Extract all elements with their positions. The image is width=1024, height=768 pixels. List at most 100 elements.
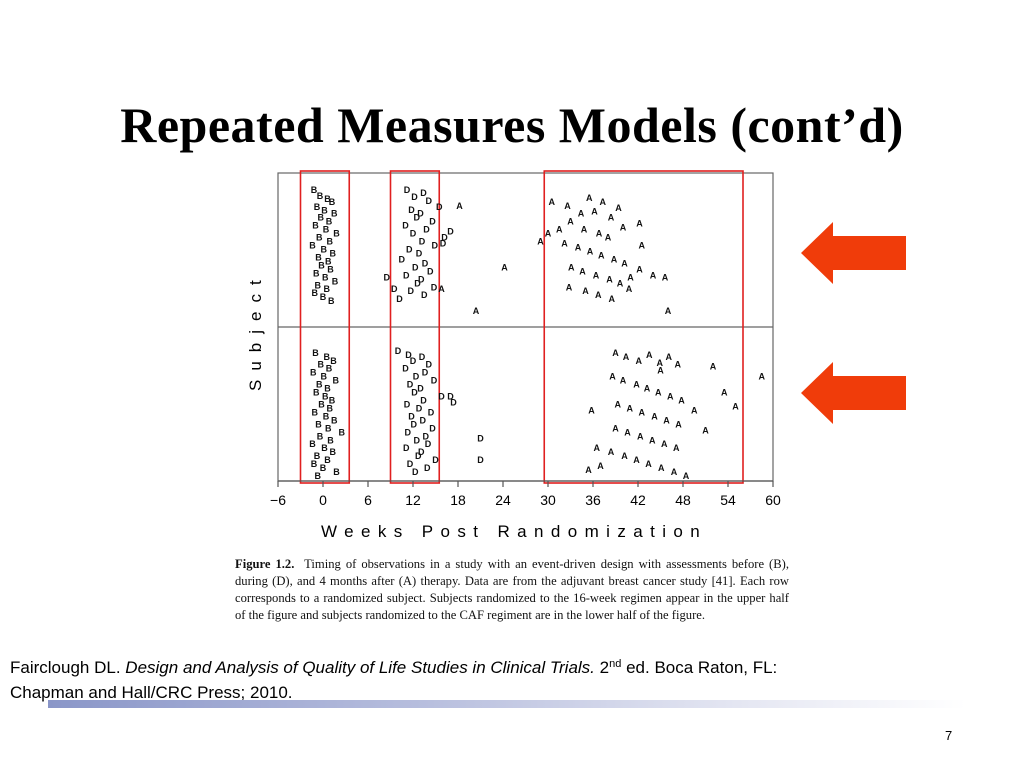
data-point-A: A [671,467,678,477]
data-point-D: D [415,451,422,461]
data-point-A: A [600,197,607,207]
data-point-A: A [582,286,589,296]
citation-edition: 2 [599,658,610,677]
data-point-D: D [408,205,415,215]
data-point-D: D [419,237,426,247]
data-point-B: B [325,256,332,266]
citation-book-title: Design and Analysis of Quality of Life S… [125,658,595,677]
data-point-A: A [623,352,630,362]
data-point-A: A [605,233,612,243]
data-point-A: A [608,447,615,457]
data-point-B: B [315,280,322,290]
data-point-B: B [324,352,331,362]
data-point-B: B [316,380,323,390]
data-point-D: D [450,398,457,408]
x-tick-label: 18 [450,492,466,508]
data-point-B: B [320,292,327,302]
data-point-A: A [678,396,685,406]
data-point-D: D [408,286,415,296]
data-point-B: B [309,241,316,251]
data-point-B: B [325,423,332,433]
data-point-D: D [407,459,414,469]
data-point-A: A [587,246,594,256]
data-point-B: B [328,296,335,306]
data-point-B: B [318,213,325,223]
data-point-A: A [649,435,656,445]
data-point-A: A [644,384,651,394]
data-point-A: A [556,225,563,235]
data-point-A: A [588,405,595,415]
data-point-B: B [324,455,331,465]
data-point-D: D [414,278,421,288]
data-point-D: D [408,411,415,421]
arrow-lower-icon [801,362,906,424]
data-point-D: D [420,396,427,406]
data-point-A: A [627,403,634,413]
data-point-A: A [591,207,598,217]
data-point-B: B [333,467,340,477]
data-point-A: A [596,229,603,239]
highlight-boxes [299,170,744,484]
data-point-A: A [621,258,628,268]
data-point-A: A [636,264,643,274]
data-point-D: D [391,284,398,294]
data-point-A: A [633,455,640,465]
highlight-box-3 [543,170,744,484]
data-point-B: B [331,209,338,219]
data-point-A: A [639,241,646,251]
data-point-A: A [655,388,662,398]
data-point-B: B [327,403,334,413]
data-point-A: A [581,225,588,235]
data-point-B: B [321,443,328,453]
data-point-A: A [627,272,634,282]
citation-publisher-line2: Chapman and Hall/CRC Press; 2010. [10,683,293,702]
data-point-A: A [710,362,717,372]
citation-edition-sup: nd [609,658,622,670]
data-point-A: A [732,401,739,411]
data-point-A: A [598,250,605,260]
data-point-A: A [683,471,690,481]
data-point-A: A [661,439,668,449]
data-point-D: D [414,213,421,223]
data-point-D: D [412,467,419,477]
data-point-A: A [645,459,652,469]
data-point-D: D [414,435,421,445]
data-point-A: A [624,427,631,437]
data-point-A: A [666,352,673,362]
citation: Fairclough DL. Design and Analysis of Qu… [10,655,1010,705]
data-point-A: A [609,294,616,304]
data-point-A: A [665,306,672,316]
data-point-A: A [651,411,658,421]
data-point-D: D [422,368,429,378]
data-point-B: B [315,471,322,481]
data-point-D: D [402,221,409,231]
data-point-A: A [473,306,480,316]
data-point-D: D [440,239,447,249]
data-point-A: A [585,465,592,475]
data-point-A: A [721,388,728,398]
x-tick-label: 6 [364,492,372,508]
data-point-A: A [612,423,619,433]
data-point-B: B [314,451,321,461]
data-point-B: B [312,221,319,231]
data-point-D: D [441,233,448,243]
data-point-D: D [405,350,412,360]
data-point-D: D [419,352,426,362]
data-point-D: D [423,431,430,441]
data-point-D: D [416,248,423,258]
data-point-A: A [537,237,544,247]
data-point-D: D [407,380,414,390]
data-point-D: D [426,360,433,370]
data-point-D: D [425,439,432,449]
highlight-box-1 [299,170,351,484]
data-point-D: D [438,392,445,402]
data-point-D: D [422,258,429,268]
data-point-A: A [650,270,657,280]
data-point-D: D [431,376,438,386]
data-point-B: B [327,435,334,445]
data-point-D: D [420,188,427,198]
data-point-B: B [330,356,337,366]
x-axis: −6 0 6 12 18 24 30 36 42 48 54 60 [270,480,781,508]
data-point-B: B [312,288,319,298]
data-point-A: A [663,415,670,425]
